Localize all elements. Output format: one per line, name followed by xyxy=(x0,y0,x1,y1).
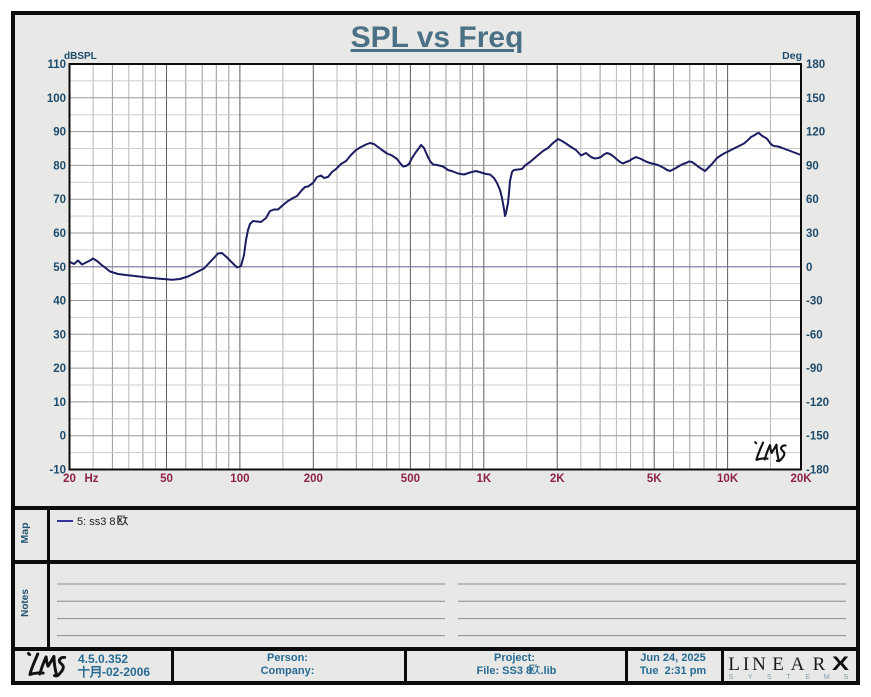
svg-text:S: S xyxy=(844,674,849,681)
svg-text:40: 40 xyxy=(53,296,66,308)
svg-text:10: 10 xyxy=(53,397,66,409)
svg-text:5K: 5K xyxy=(647,473,662,485)
svg-text:150: 150 xyxy=(806,93,825,105)
svg-text:-120: -120 xyxy=(806,397,829,409)
svg-text:Person:: Person: xyxy=(267,652,308,664)
svg-text:N: N xyxy=(752,654,766,675)
svg-text:80: 80 xyxy=(53,160,66,172)
svg-text:60: 60 xyxy=(53,228,66,240)
svg-text:70: 70 xyxy=(53,194,66,206)
svg-text:20K: 20K xyxy=(790,473,812,485)
svg-text:30: 30 xyxy=(53,329,66,341)
svg-text:200: 200 xyxy=(304,473,323,485)
svg-text:0: 0 xyxy=(806,262,812,274)
svg-text:10K: 10K xyxy=(717,473,739,485)
svg-text:120: 120 xyxy=(806,127,825,139)
svg-text:Tue 2:31 pm: Tue 2:31 pm xyxy=(640,665,707,677)
svg-text:-60: -60 xyxy=(806,329,823,341)
svg-text:File: SS3 8: File: SS3 8 xyxy=(477,665,533,677)
svg-text:50: 50 xyxy=(160,473,173,485)
svg-text:20: 20 xyxy=(63,473,76,485)
svg-text:-90: -90 xyxy=(806,363,823,375)
svg-text:60: 60 xyxy=(806,194,819,206)
svg-text:dBSPL: dBSPL xyxy=(64,51,97,62)
svg-text:0: 0 xyxy=(60,431,66,443)
svg-text:L: L xyxy=(728,654,740,675)
svg-text:-30: -30 xyxy=(806,296,823,308)
svg-text:2K: 2K xyxy=(550,473,565,485)
svg-text:S: S xyxy=(729,674,734,681)
svg-text:T: T xyxy=(786,674,791,681)
svg-text:90: 90 xyxy=(806,160,819,172)
svg-text:Company:: Company: xyxy=(261,665,315,677)
svg-text:20: 20 xyxy=(53,363,66,375)
svg-text:500: 500 xyxy=(401,473,420,485)
svg-text:100: 100 xyxy=(230,473,249,485)
svg-text:R: R xyxy=(813,654,826,675)
svg-text:Map: Map xyxy=(19,523,31,544)
svg-text:Jun 24, 2025: Jun 24, 2025 xyxy=(640,652,705,664)
svg-text:.lib: .lib xyxy=(541,665,557,677)
svg-text:50: 50 xyxy=(53,262,66,274)
svg-text:110: 110 xyxy=(47,59,66,71)
svg-text:A: A xyxy=(791,654,805,675)
svg-text:5: ss3 8: 5: ss3 8 xyxy=(77,516,116,528)
svg-text:-10: -10 xyxy=(49,465,66,477)
svg-text:180: 180 xyxy=(806,59,825,71)
svg-text:-150: -150 xyxy=(806,431,829,443)
svg-text:S: S xyxy=(767,674,772,681)
svg-text:SPL vs Freq: SPL vs Freq xyxy=(351,21,524,54)
svg-text:I: I xyxy=(743,654,749,675)
svg-text:Hz: Hz xyxy=(85,473,99,485)
svg-text:E: E xyxy=(805,674,810,681)
svg-text:4.5.0.352: 4.5.0.352 xyxy=(78,652,128,666)
svg-text:Deg: Deg xyxy=(782,50,802,62)
svg-text:M: M xyxy=(824,674,830,681)
svg-text:-02-2006: -02-2006 xyxy=(102,665,150,679)
svg-text:E: E xyxy=(772,654,784,675)
svg-text:Notes: Notes xyxy=(20,589,31,617)
svg-text:100: 100 xyxy=(47,93,66,105)
svg-text:Y: Y xyxy=(748,674,753,681)
svg-text:1K: 1K xyxy=(476,473,491,485)
svg-text:Project:: Project: xyxy=(494,652,535,664)
svg-text:90: 90 xyxy=(53,127,66,139)
svg-text:-180: -180 xyxy=(806,465,829,477)
svg-text:30: 30 xyxy=(806,228,819,240)
svg-text:X: X xyxy=(832,653,849,675)
